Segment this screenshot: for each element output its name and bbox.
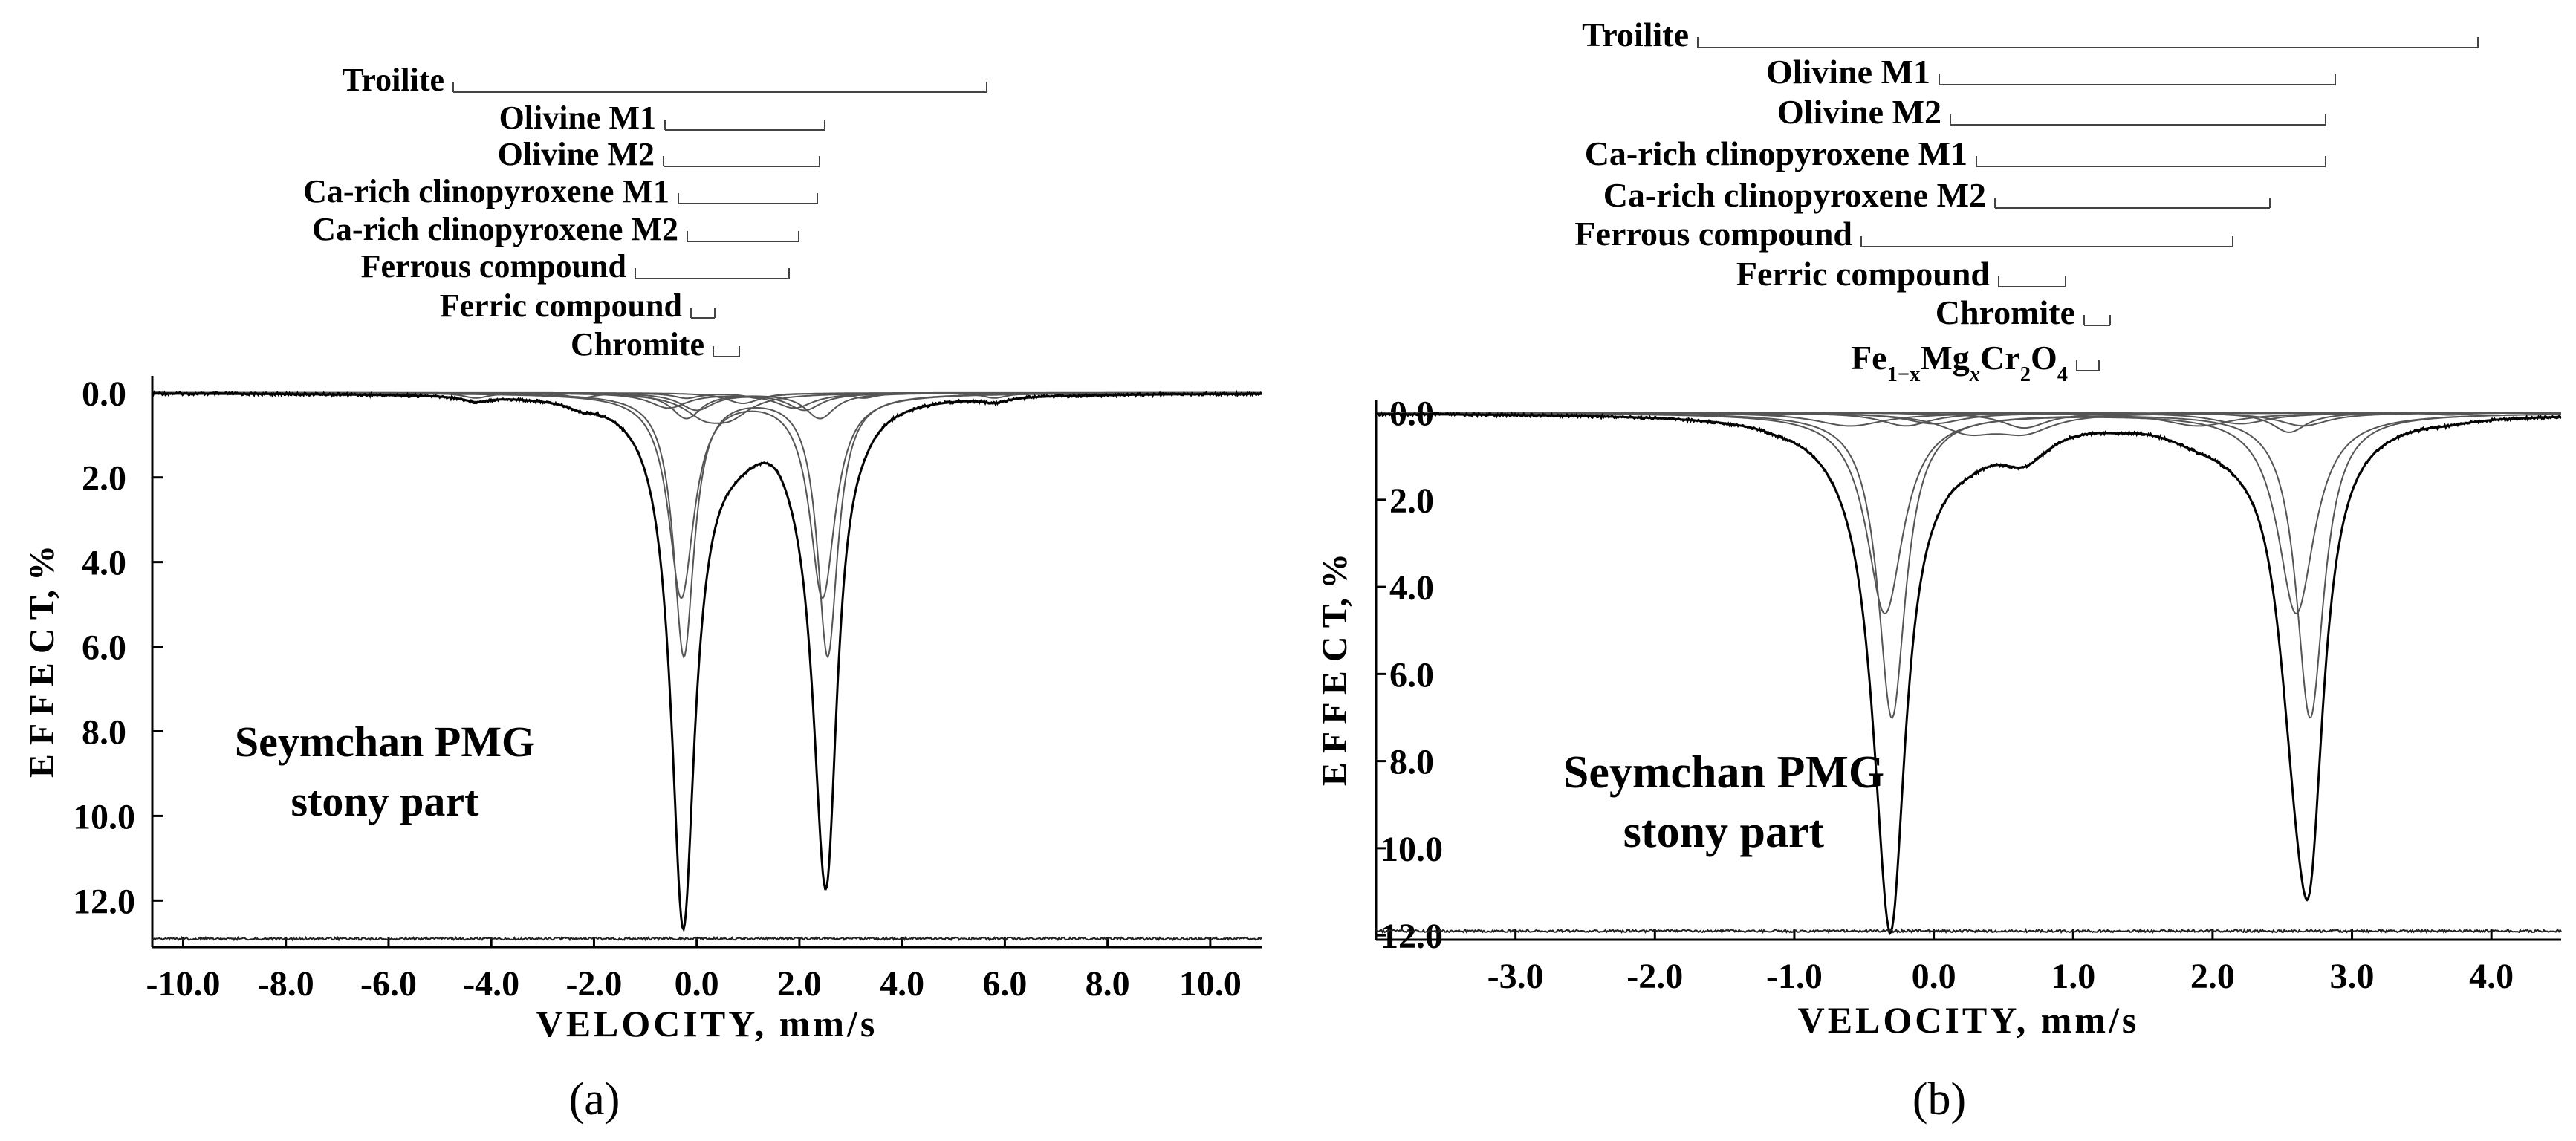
x-tick-label: -4.0 [463,964,519,1004]
x-tick-label: -1.0 [1766,957,1823,996]
x-tick-label: -3.0 [1487,957,1544,996]
panel-label-a: (a) [569,1074,620,1125]
y-tick-label: 6.0 [1389,655,1434,695]
y-tick-label: 10.0 [1381,830,1443,869]
component-legend-label: Ca-rich clinopyroxene M2 [1603,176,1986,214]
x-axis-label: VELOCITY, mm/s [1798,999,2140,1041]
component-legend-label: Ferrous compound [361,248,626,285]
component-legend-label: Fe1−xMgxCr2O4 [1851,339,2068,386]
panel-b: 0.02.04.06.08.010.012.0-3.0 -2.0 -1.0 0.0 1.… [1315,16,2562,1041]
x-tick-label: 3.0 [2330,957,2375,996]
x-tick-label: 0.0 [1912,957,1956,996]
y-tick-label: 6.0 [82,628,126,668]
y-tick-label: 4.0 [1389,568,1434,608]
x-tick-label: -10.0 [146,964,220,1004]
x-tick-label: 4.0 [2469,957,2514,996]
panel-label-b: (b) [1912,1074,1966,1125]
component-curve [1376,412,2561,429]
annotation-line-2: stony part [291,777,480,825]
component-legend-label: Ca-rich clinopyroxene M1 [1585,134,1967,172]
x-tick-label: 2.0 [777,964,822,1004]
component-curve [1376,412,2561,615]
x-tick-label: -8.0 [258,964,314,1004]
panel-a: 0.0 2.0 4.0 6.0 8.0 10.0 12.0 -10.0 -8.0 -6.0 -4.0… [22,62,1262,1044]
x-tick-label: -2.0 [1626,957,1683,996]
x-tick-label: 4.0 [880,964,924,1004]
x-tick-label: 2.0 [2190,957,2235,996]
x-axis-label: VELOCITY, mm/s [536,1003,878,1044]
component-legend-label: Ferric compound [440,287,682,324]
y-tick-label: 0.0 [82,374,126,414]
component-legend-label: Ferric compound [1736,255,1991,293]
annotation-line-2: stony part [1623,807,1825,857]
y-tick-label: 12.0 [73,882,135,921]
component-legend-label: Olivine M1 [499,100,656,136]
component-legend-label: Chromite [571,326,704,363]
y-tick-label: 8.0 [1389,743,1434,782]
experimental-spectrum [151,389,1262,932]
experimental-spectrum [1375,411,2562,935]
y-tick-label: 4.0 [82,544,126,583]
y-tick-label: 8.0 [82,712,126,752]
component-legend-label: Ca-rich clinopyroxene M1 [303,173,669,209]
x-tick-label: -6.0 [360,964,417,1004]
y-tick-label: 12.0 [1381,917,1443,956]
x-tick-label: 0.0 [675,964,719,1004]
component-legend-label: Ca-rich clinopyroxene M2 [312,211,678,247]
x-tick-label: 1.0 [2051,957,2095,996]
y-axis-label: E F F E C T, % [22,545,62,778]
component-legend-label: Olivine M1 [1766,53,1930,91]
component-legend-label: Chromite [1936,293,2075,331]
component-legend-label: Ferrous compound [1574,215,1852,253]
x-tick-label: -2.0 [565,964,622,1004]
residual-curve [1375,927,2562,934]
annotation-line-1: Seymchan PMG [1563,747,1884,798]
component-legend-label: Olivine M2 [498,136,655,172]
component-legend-label: Olivine M2 [1777,93,1941,131]
x-tick-label: 10.0 [1179,964,1242,1004]
residual-curve [152,935,1262,942]
y-tick-label: 2.0 [1389,481,1434,521]
component-legend-label: Troilite [342,62,444,98]
y-tick-label: 10.0 [73,797,135,836]
y-tick-label: 2.0 [82,459,126,498]
y-axis-label: E F F E C T, % [1315,553,1354,786]
annotation-line-1: Seymchan PMG [235,718,535,766]
x-tick-label: 6.0 [982,964,1027,1004]
x-tick-label: 8.0 [1086,964,1130,1004]
component-legend-label: Troilite [1582,16,1689,53]
